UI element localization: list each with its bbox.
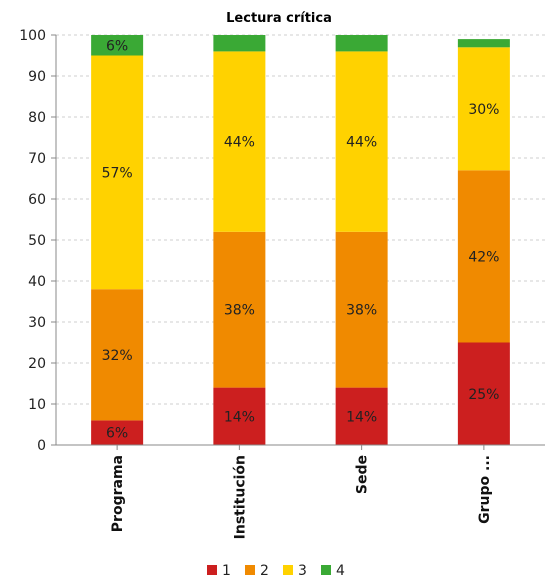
data-label: 14% <box>346 409 377 425</box>
y-tick-label: 60 <box>28 192 46 208</box>
bar-segment-4 <box>91 35 144 56</box>
axes: 0 10 20 30 40 50 60 70 80 90 100 Programa Institució… <box>19 28 545 539</box>
bars: 6% 32% 57% 6% 14% 38% 44% 14% 38% 44% 25% 42% 30% <box>91 35 510 445</box>
data-label: 44% <box>346 135 377 151</box>
legend-label: 4 <box>336 563 345 579</box>
legend-label: 3 <box>298 563 307 579</box>
legend-item-1: 1 <box>207 563 231 579</box>
bar-segment-4 <box>457 39 510 48</box>
bar-segment-1 <box>457 342 510 445</box>
y-tick-label: 80 <box>28 110 46 126</box>
bar-segment-4 <box>335 35 388 52</box>
category-label: Institución <box>232 455 248 539</box>
bar-segment-1 <box>335 387 388 445</box>
legend-label: 1 <box>222 563 231 579</box>
data-label: 32% <box>102 348 133 364</box>
data-label: 57% <box>102 165 133 181</box>
y-tick-label: 20 <box>28 356 46 372</box>
data-label: 14% <box>224 409 255 425</box>
y-tick-label: 10 <box>28 397 46 413</box>
y-tick-label: 90 <box>28 69 46 85</box>
data-label: 38% <box>346 303 377 319</box>
data-label: 44% <box>224 135 255 151</box>
y-tick-label: 0 <box>37 438 46 454</box>
bar-segment-3 <box>213 51 266 232</box>
legend-swatch <box>321 565 331 575</box>
category-label: Programa <box>110 455 126 532</box>
category-label: Sede <box>355 455 371 494</box>
legend-swatch <box>207 565 217 575</box>
bar-segment-2 <box>335 231 388 388</box>
data-label: 42% <box>468 249 499 265</box>
bar-segment-3 <box>457 47 510 171</box>
bar-segment-2 <box>457 170 510 343</box>
legend-item-2: 2 <box>245 563 269 579</box>
legend: 1 2 3 4 <box>207 563 345 579</box>
data-label: 38% <box>224 303 255 319</box>
y-tick-label: 50 <box>28 233 46 249</box>
y-tick-label: 70 <box>28 151 46 167</box>
bar-segment-3 <box>335 51 388 232</box>
bar-segment-1 <box>213 387 266 445</box>
data-label: 25% <box>468 387 499 403</box>
bar-segment-2 <box>91 289 144 421</box>
legend-swatch <box>245 565 255 575</box>
data-label: 6% <box>106 38 128 54</box>
bar-segment-2 <box>213 231 266 388</box>
y-tick-label: 100 <box>19 28 46 44</box>
legend-label: 2 <box>260 563 269 579</box>
chart-title: Lectura crítica <box>226 11 332 26</box>
legend-swatch <box>283 565 293 575</box>
y-tick-label: 40 <box>28 274 46 290</box>
legend-item-3: 3 <box>283 563 307 579</box>
bar-segment-3 <box>91 55 144 290</box>
legend-item-4: 4 <box>321 563 345 579</box>
category-label: Grupo ... <box>477 455 493 524</box>
data-label: 6% <box>106 426 128 442</box>
data-label: 30% <box>468 102 499 118</box>
bar-segment-1 <box>91 420 144 445</box>
bar-segment-4 <box>213 35 266 52</box>
y-tick-label: 30 <box>28 315 46 331</box>
